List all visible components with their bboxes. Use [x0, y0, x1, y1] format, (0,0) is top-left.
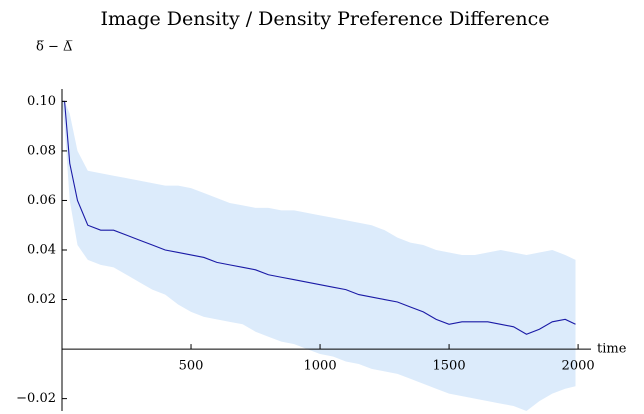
chart-title: Image Density / Density Preference Diffe… — [100, 8, 549, 30]
y-tick-label: 0.06 — [27, 193, 56, 208]
y-tick-label: 0.04 — [27, 243, 56, 258]
y-tick-label: 0.10 — [27, 94, 56, 109]
y-tick-label: −0.02 — [16, 391, 56, 406]
x-tick-label: 1500 — [433, 359, 466, 374]
x-tick-label: 1000 — [304, 359, 337, 374]
confidence-band — [62, 101, 576, 411]
y-tick-label: 0.02 — [27, 292, 56, 307]
x-tick-label: 2000 — [562, 359, 595, 374]
x-tick-label: 500 — [179, 359, 204, 374]
x-axis-label: time — [597, 342, 627, 357]
data-line — [62, 100, 576, 335]
y-axis-label: δ̅ − Δ̅ — [36, 40, 72, 55]
y-tick-label: 0.08 — [27, 143, 56, 158]
